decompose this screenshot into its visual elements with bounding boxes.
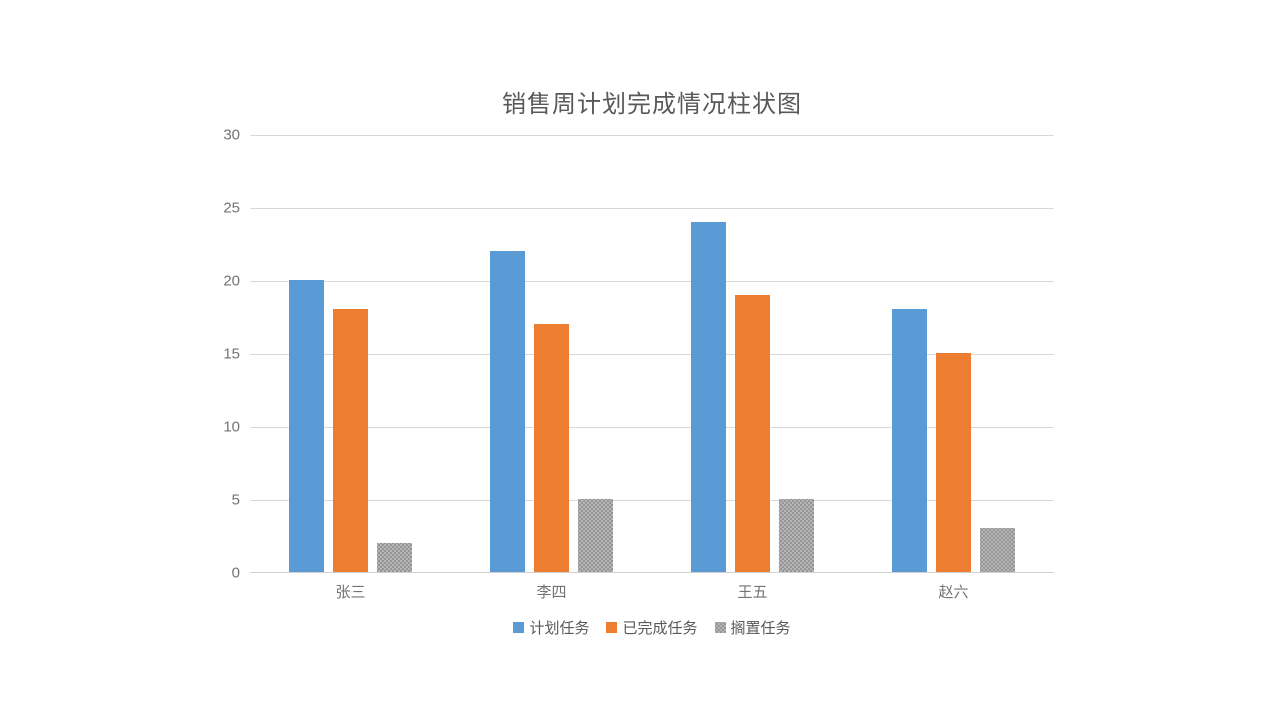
legend-item: 计划任务: [513, 617, 589, 638]
y-tick-label: 5: [231, 491, 240, 509]
x-axis-line: [250, 572, 1054, 573]
legend-swatch-icon: [513, 622, 525, 633]
legend-item: 搁置任务: [714, 617, 791, 638]
bar-计划任务: [289, 280, 324, 572]
y-axis: 0 5 10 15 20 25 30: [150, 127, 240, 582]
legend-label: 搁置任务: [730, 620, 791, 637]
bar-搁置任务: [980, 528, 1015, 572]
gridline: [250, 208, 1054, 209]
bar-已完成任务: [534, 323, 569, 572]
gridline: [250, 135, 1054, 136]
y-tick-label: 30: [223, 126, 240, 144]
x-category-label: 张三: [335, 584, 366, 601]
bar-计划任务: [490, 250, 525, 572]
bar-计划任务: [691, 221, 726, 572]
chart-title: 销售周计划完成情况柱状图: [502, 91, 802, 118]
gridline: [250, 354, 1054, 355]
legend-label: 计划任务: [529, 620, 590, 637]
bar-计划任务: [892, 309, 927, 572]
bar-搁置任务: [779, 499, 814, 572]
bar-已完成任务: [936, 353, 971, 572]
bar-已完成任务: [735, 294, 770, 572]
x-category-label: 赵六: [938, 584, 969, 601]
x-category-label: 李四: [536, 584, 567, 601]
legend-item: 已完成任务: [606, 617, 698, 638]
gridline: [250, 427, 1054, 428]
legend-swatch-icon: [714, 622, 726, 633]
bar-group: [250, 135, 451, 573]
y-tick-label: 0: [231, 564, 240, 582]
bar-group: [853, 135, 1054, 573]
y-tick-label: 20: [223, 272, 240, 290]
bar-已完成任务: [333, 309, 368, 572]
plot-area: [250, 135, 1054, 573]
legend-swatch-icon: [606, 622, 618, 633]
y-tick-label: 15: [223, 345, 240, 363]
bar-group: [652, 135, 853, 573]
bar-group: [451, 135, 652, 573]
legend-label: 已完成任务: [622, 620, 698, 637]
gridline: [250, 281, 1054, 282]
x-category-label: 王五: [737, 584, 768, 601]
y-tick-label: 10: [223, 418, 240, 436]
bar-搁置任务: [377, 542, 412, 572]
y-tick-label: 25: [223, 199, 240, 217]
gridline: [250, 500, 1054, 501]
legend: 计划任务 已完成任务 搁置任务: [250, 617, 1054, 638]
bar-搁置任务: [578, 499, 613, 572]
x-axis: 张三 李四 王五 赵六: [250, 581, 1054, 603]
